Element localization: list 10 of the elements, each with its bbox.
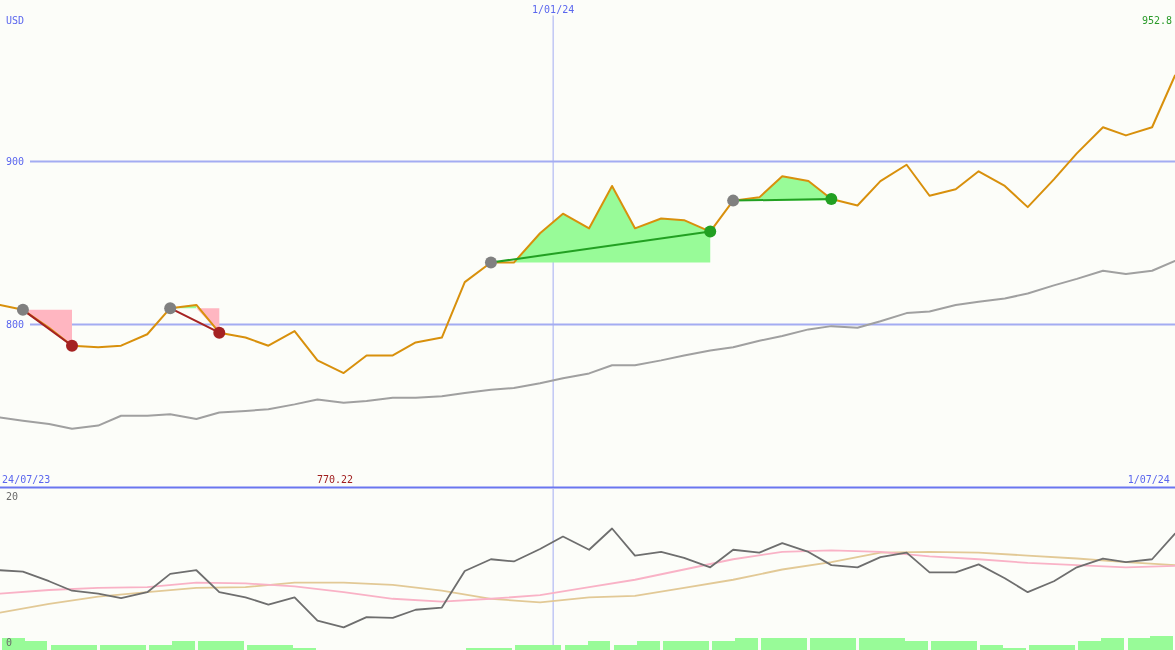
y-tick-label: 800 bbox=[6, 319, 25, 330]
y-tick-label: 0 bbox=[6, 637, 13, 649]
y-tick-label: 900 bbox=[6, 156, 25, 167]
annotation: 952.8 bbox=[1141, 15, 1172, 26]
x-tick-label: 1/07/24 bbox=[1127, 473, 1170, 485]
annotation: 770.22 bbox=[316, 473, 354, 485]
ref-line-label: 1/01/24 bbox=[532, 3, 575, 15]
y-tick-label: 20 bbox=[6, 490, 19, 502]
x-tick-label: 24/07/23 bbox=[2, 473, 51, 485]
y-axis-title: USD bbox=[6, 15, 25, 26]
